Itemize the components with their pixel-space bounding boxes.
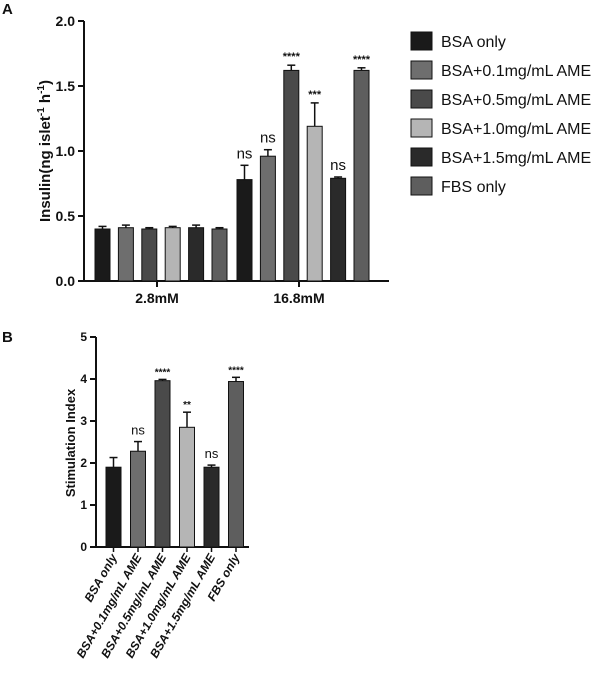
chart-b-bar: [203, 466, 220, 548]
legend-swatch: [410, 118, 433, 138]
legend-label: BSA+0.1mg/mL AME: [441, 63, 591, 80]
chart-a: 0.0 0.5 1.0 1.5 2.0 Insulin(ng islet-1 h-1) 2.…: [36, 13, 389, 306]
chart-a-bar: [330, 177, 347, 282]
chart-a-y-tick-label: 2.0: [56, 13, 76, 29]
chart-a-bar: [141, 228, 158, 282]
chart-a-bar: [211, 228, 228, 282]
legend-swatch: [410, 176, 433, 196]
chart-a-significance-label: ns: [260, 130, 276, 147]
chart-a-y-tick-label: 1.5: [56, 78, 76, 94]
chart-a-significance-label: ****: [353, 54, 371, 66]
chart-b-y-label: Stimulation Index: [63, 388, 78, 497]
chart-a-bar: [259, 155, 276, 282]
chart-a-bar: [164, 227, 181, 282]
legend-swatch: [410, 60, 433, 80]
chart-a-significance-label: ns: [237, 145, 253, 162]
chart-a-y-label: Insulin(ng islet-1 h-1): [36, 80, 54, 222]
panel-b-label: B: [2, 329, 13, 346]
legend-swatch: [410, 31, 433, 51]
panel-a-label: A: [2, 1, 13, 18]
chart-b-significance-label: ns: [131, 423, 145, 438]
chart-b-y-tick-label: 0: [80, 540, 87, 554]
chart-b-y-tick-label: 4: [80, 372, 87, 386]
chart-b-significance-label: ****: [155, 367, 171, 378]
chart-a-significance-label: ***: [308, 89, 322, 101]
chart-a-significance-label: ****: [283, 51, 301, 63]
chart-b-y-tick-label: 5: [80, 330, 87, 344]
chart-a-y-tick-label: 0.5: [56, 208, 76, 224]
chart-b-bar: [154, 380, 171, 548]
legend-label: BSA+1.0mg/mL AME: [441, 121, 591, 138]
chart-b-bar: [228, 381, 244, 548]
chart-b-y-tick-label: 2: [80, 456, 87, 470]
chart-b-significance-label: ****: [228, 365, 244, 376]
chart-a-bar: [283, 69, 300, 282]
chart-b-y-tick-label: 1: [80, 498, 87, 512]
chart-b-bar: [179, 426, 195, 548]
chart-a-significance-label: ns: [330, 157, 346, 174]
chart-a-bar: [188, 227, 205, 282]
chart-b-significance-label: **: [183, 400, 191, 411]
chart-b-significance-label: ns: [205, 446, 219, 461]
legend-swatch: [410, 147, 433, 167]
chart-a-bar: [117, 227, 134, 282]
chart-a-bar: [306, 125, 323, 282]
chart-a-y-tick-label: 1.0: [56, 143, 76, 159]
chart-a-x-tick-label: 16.8mM: [273, 290, 324, 306]
legend-swatch: [410, 89, 433, 109]
chart-a-y-tick-label: 0.0: [56, 273, 76, 289]
chart-b-y-tick-label: 3: [80, 414, 87, 428]
chart-b-bar: [130, 450, 146, 548]
legend-label: BSA+0.5mg/mL AME: [441, 92, 591, 109]
chart-a-bar: [353, 69, 370, 282]
chart-a-bar: [94, 228, 111, 282]
chart-a-legend: BSA only BSA+0.1mg/mL AME BSA+0.5mg/mL AME…: [410, 31, 591, 196]
chart-b-bar: [105, 466, 122, 548]
legend-label: BSA only: [441, 34, 506, 51]
chart-a-bar: [236, 179, 253, 282]
chart-a-x-tick-label: 2.8mM: [135, 290, 179, 306]
legend-label: BSA+1.5mg/mL AME: [441, 150, 591, 167]
legend-label: FBS only: [441, 179, 506, 196]
